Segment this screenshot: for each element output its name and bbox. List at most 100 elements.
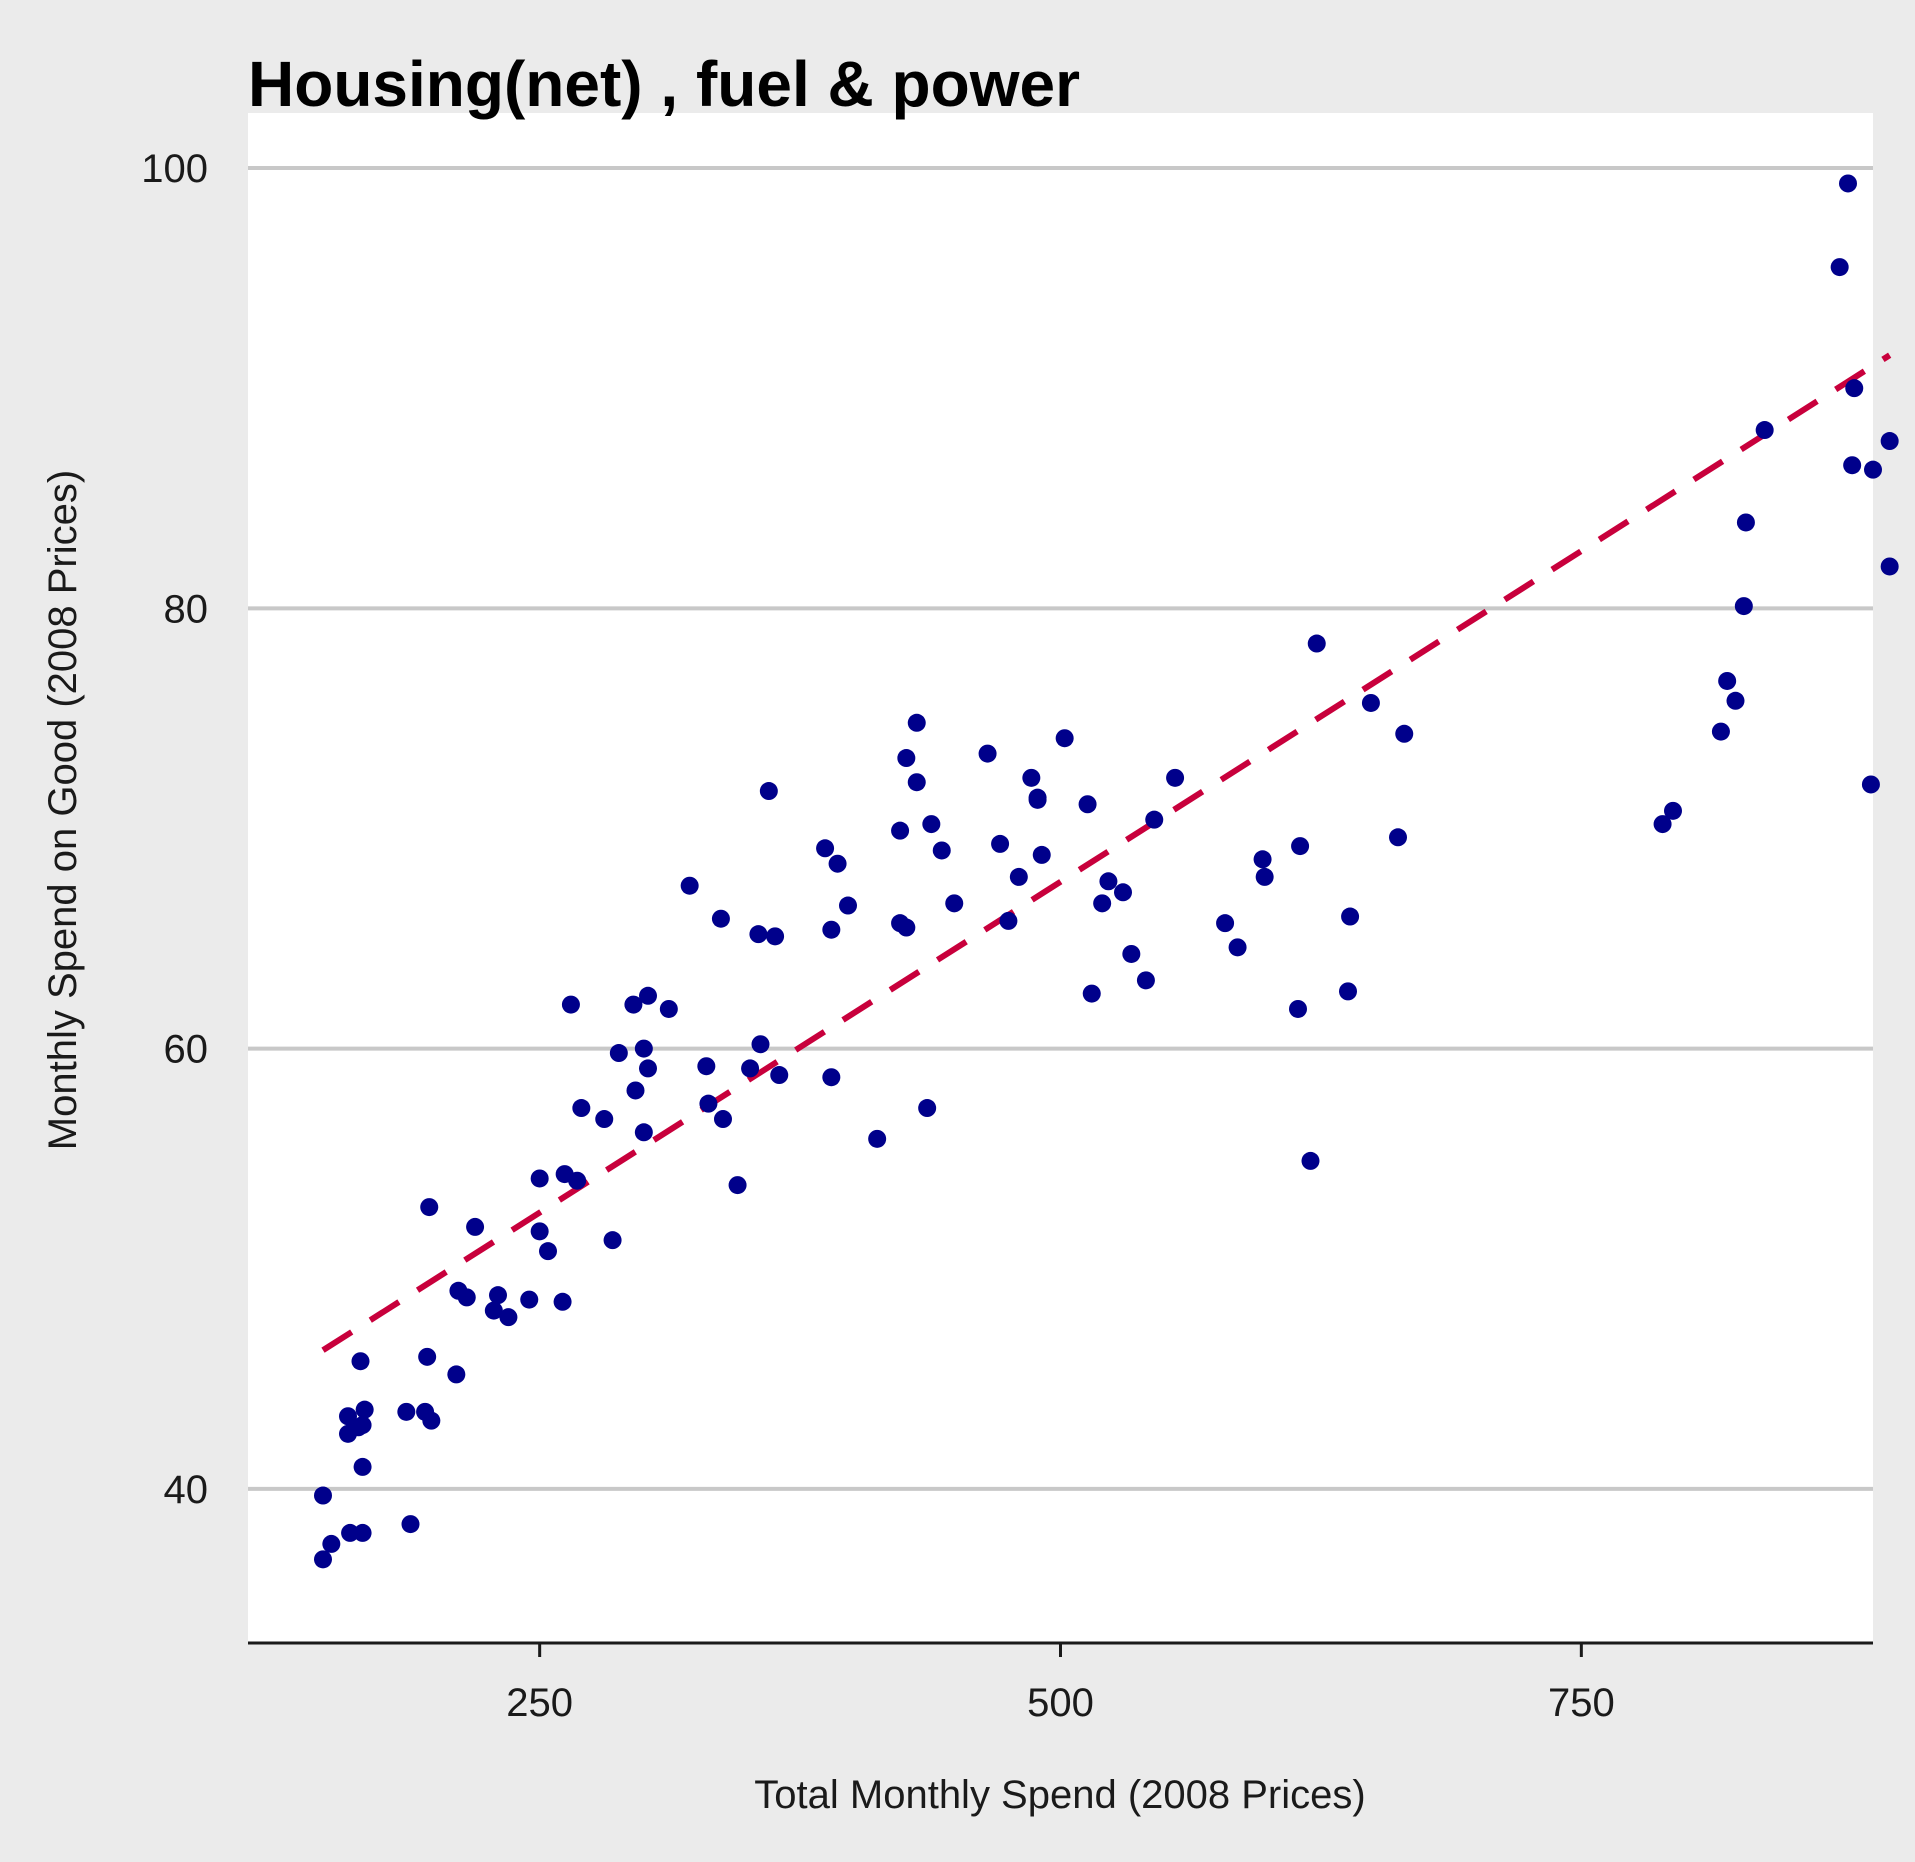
data-point (1022, 768, 1041, 787)
data-point (1389, 828, 1407, 847)
data-point (553, 1292, 572, 1311)
data-point (639, 986, 657, 1005)
data-point (714, 1110, 732, 1129)
data-points (314, 174, 1899, 1569)
data-point (457, 1288, 476, 1307)
data-point (1289, 999, 1307, 1018)
data-point (341, 1523, 360, 1542)
data-point (624, 995, 643, 1014)
data-point (1166, 768, 1185, 787)
data-point (489, 1286, 507, 1305)
data-point (484, 1301, 503, 1320)
data-point (907, 713, 926, 732)
x-tick-label: 750 (1548, 1681, 1615, 1725)
y-tick-label: 40 (164, 1468, 209, 1512)
data-point (1361, 693, 1380, 712)
data-point (1830, 258, 1849, 277)
data-point (1880, 557, 1899, 576)
data-point (766, 927, 785, 946)
data-point (897, 749, 916, 768)
data-point (991, 834, 1010, 853)
data-point (1078, 795, 1097, 814)
data-point (1082, 984, 1101, 1003)
y-tick-label: 80 (164, 587, 209, 631)
data-point (1093, 894, 1112, 913)
data-point (680, 876, 699, 895)
data-point (1341, 907, 1360, 926)
data-point (1255, 867, 1274, 886)
data-point (1216, 914, 1235, 933)
data-point (1009, 867, 1028, 886)
data-point (770, 1066, 789, 1085)
data-point (1843, 456, 1862, 475)
data-point (699, 1094, 718, 1113)
data-point (447, 1365, 466, 1384)
y-tick-label: 100 (141, 147, 208, 191)
data-point (418, 1347, 437, 1366)
data-point (1028, 790, 1047, 809)
data-point (1839, 174, 1857, 193)
data-point (659, 999, 678, 1018)
data-point (353, 1457, 372, 1476)
data-point (530, 1169, 549, 1188)
data-point (1253, 850, 1272, 869)
y-tick-label: 60 (164, 1028, 209, 1072)
data-point (1055, 729, 1074, 748)
data-point (1734, 597, 1753, 616)
data-point (1032, 845, 1051, 864)
data-point (1395, 724, 1414, 743)
data-point (603, 1231, 622, 1250)
data-point (466, 1217, 485, 1236)
data-point (1664, 801, 1682, 820)
data-point (353, 1416, 372, 1435)
data-point (1114, 883, 1132, 902)
data-point (422, 1411, 441, 1430)
data-point (828, 854, 847, 873)
data-point (907, 773, 926, 792)
data-point (1291, 837, 1310, 856)
x-tick-label: 250 (506, 1681, 573, 1725)
data-point (741, 1059, 760, 1078)
data-point (999, 911, 1018, 930)
data-point (530, 1222, 549, 1241)
data-point (891, 821, 910, 840)
data-point (978, 744, 997, 763)
x-axis-ticks: 250 500 750 (506, 1643, 1615, 1725)
data-point (1136, 971, 1155, 990)
data-point (868, 1129, 887, 1148)
data-point (397, 1402, 416, 1421)
data-point (711, 909, 730, 928)
data-point (1307, 634, 1326, 653)
data-point (420, 1198, 439, 1217)
data-point (922, 815, 941, 834)
plot-panel (248, 113, 1873, 1643)
data-point (1845, 379, 1864, 398)
data-point (1755, 421, 1774, 440)
data-point (1736, 513, 1755, 532)
data-point (1711, 722, 1730, 741)
data-point (918, 1099, 937, 1118)
data-point (520, 1290, 539, 1309)
data-point (751, 1035, 770, 1054)
data-point (749, 925, 768, 944)
data-point (1099, 872, 1118, 891)
data-point (1228, 938, 1247, 957)
data-point (1718, 671, 1737, 690)
data-point (639, 1059, 657, 1078)
data-point (945, 894, 964, 913)
data-point (759, 782, 778, 801)
data-point (634, 1039, 653, 1058)
data-point (839, 896, 857, 915)
data-point (1880, 432, 1899, 451)
data-point (401, 1515, 420, 1534)
data-point (314, 1550, 332, 1569)
data-point (1122, 944, 1141, 963)
data-point (609, 1044, 628, 1063)
data-point (626, 1081, 645, 1100)
data-point (897, 918, 916, 937)
data-point (1339, 982, 1357, 1001)
data-point (351, 1352, 370, 1371)
data-point (1726, 691, 1745, 710)
data-point (314, 1486, 332, 1505)
y-axis-ticks: 40 60 80 100 (141, 147, 208, 1512)
